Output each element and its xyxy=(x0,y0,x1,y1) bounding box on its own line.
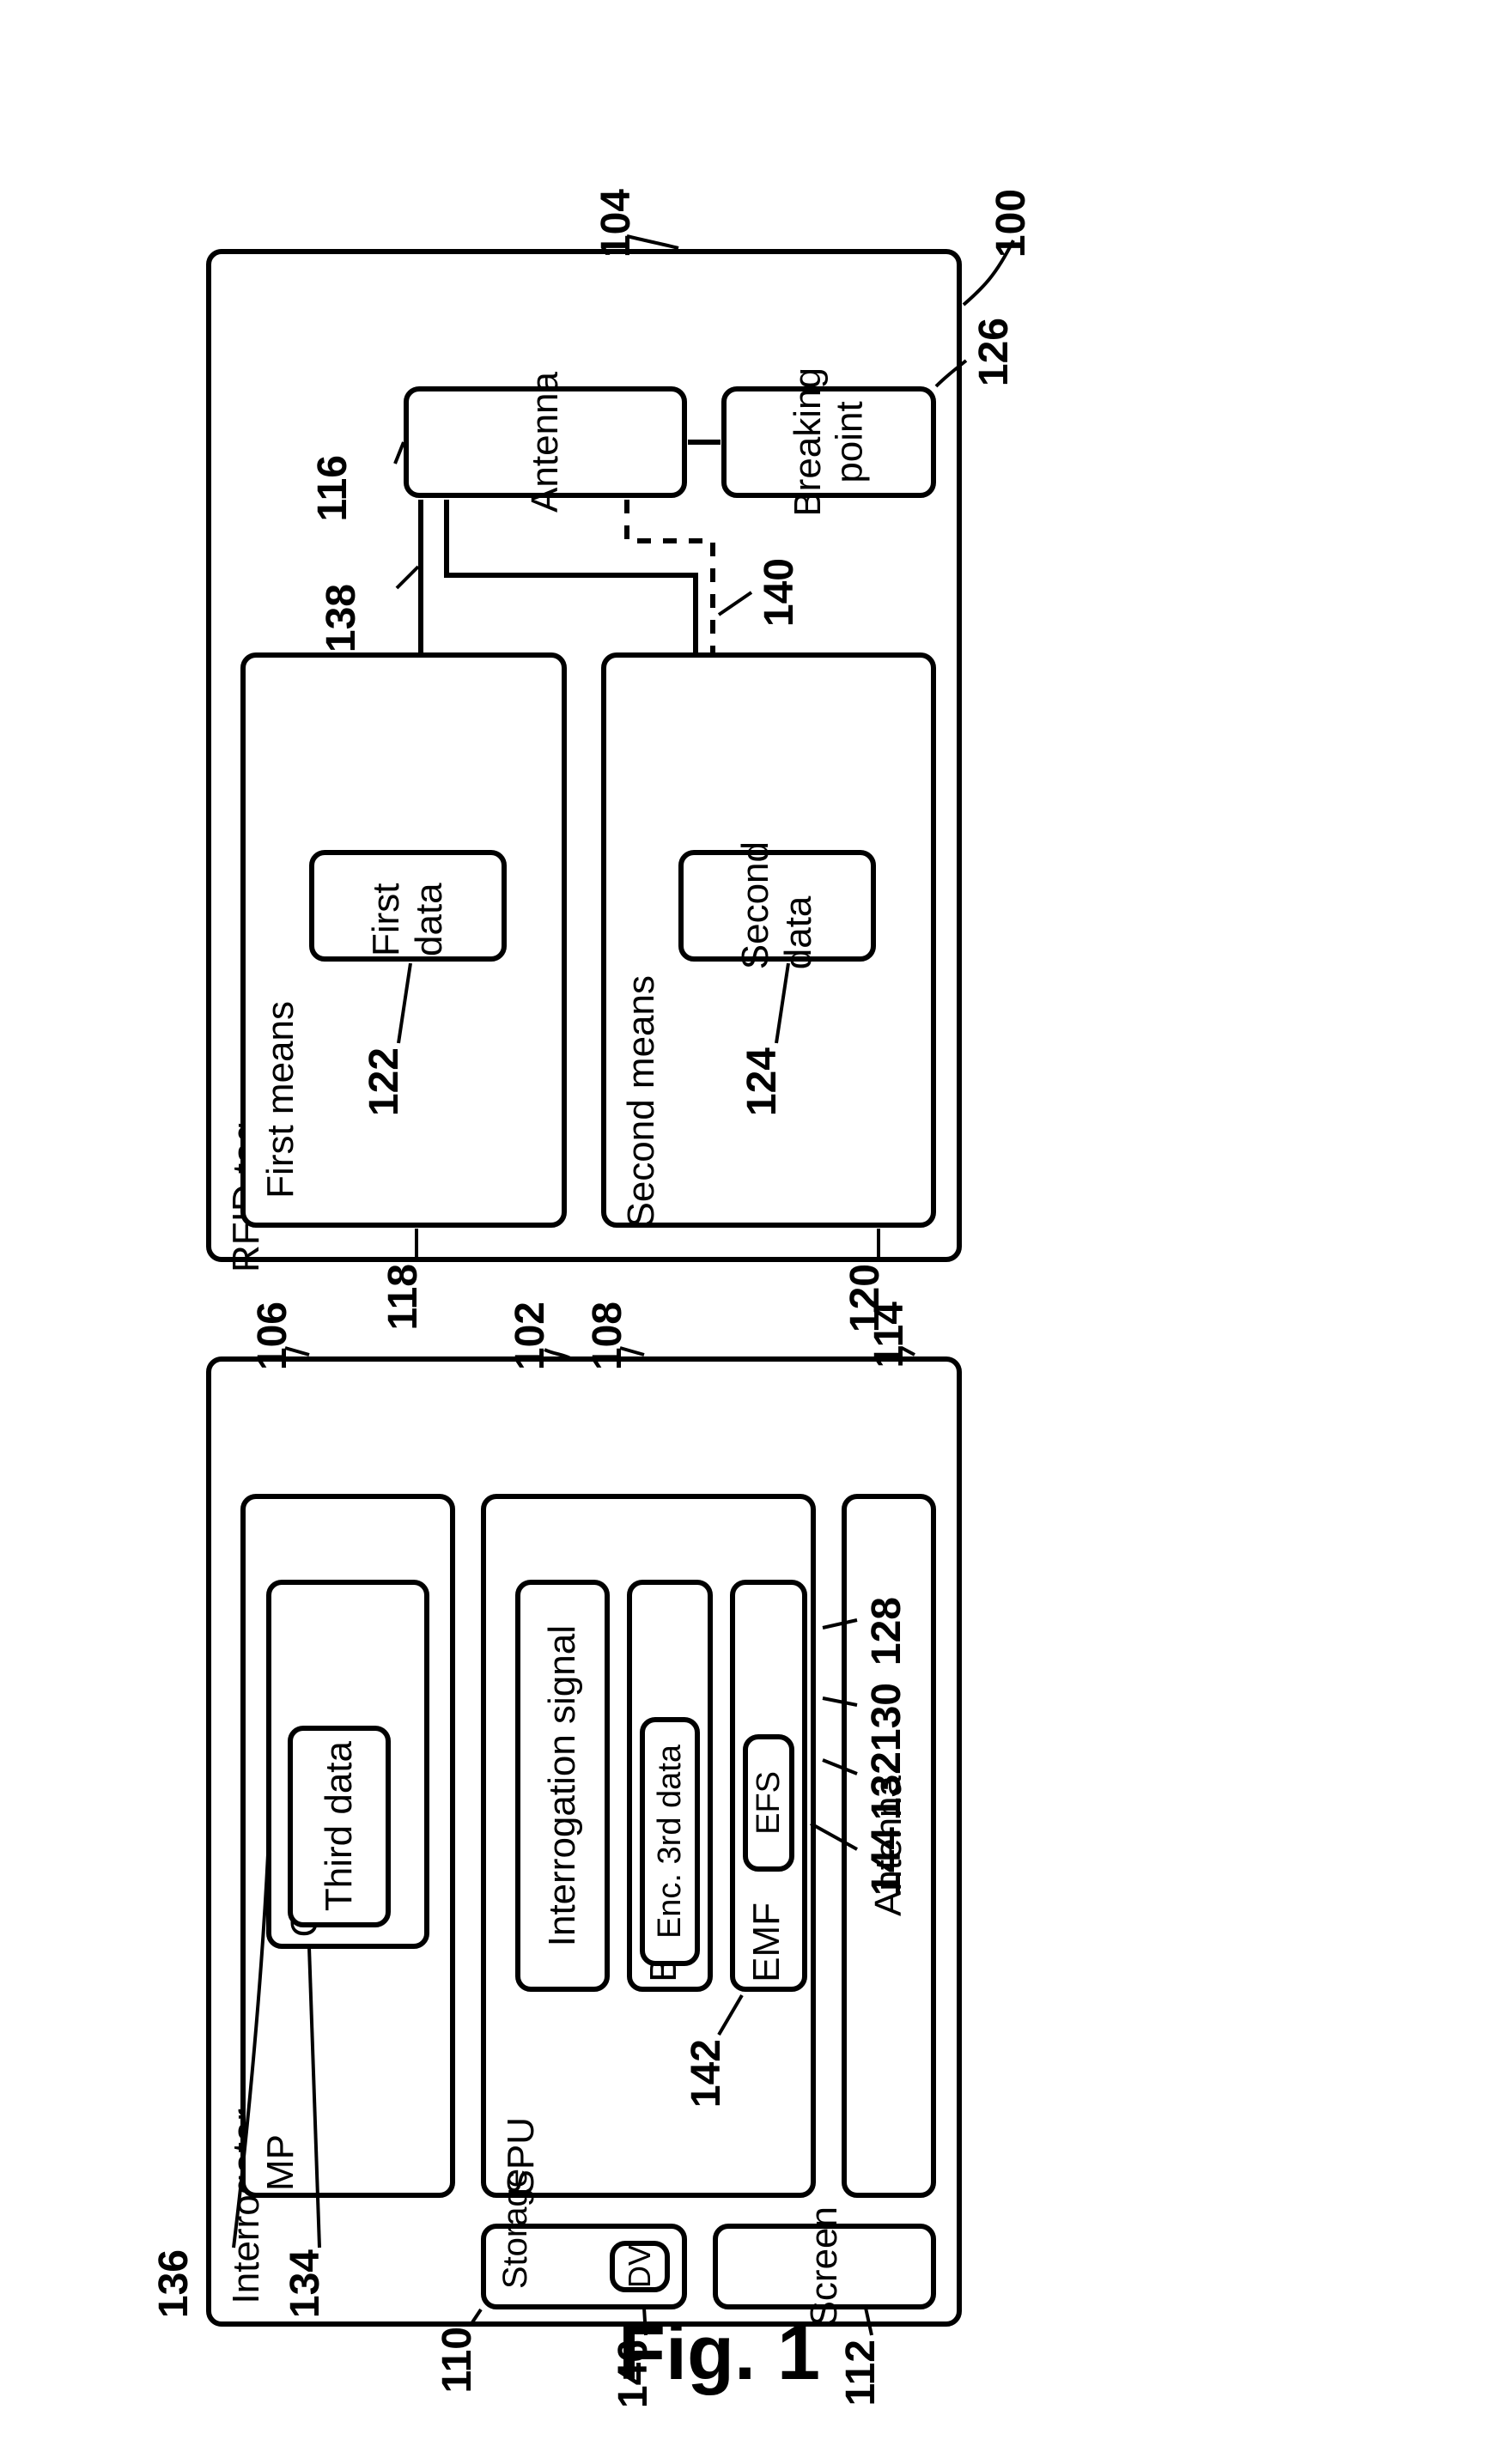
connectors-svg xyxy=(43,103,1159,2464)
ref-r124: 124 xyxy=(739,1047,786,1116)
ref-r132: 132 xyxy=(863,1751,910,1820)
ref-r136: 136 xyxy=(150,2249,198,2318)
ref-r122: 122 xyxy=(361,1047,408,1116)
leader-132 xyxy=(823,1760,857,1774)
ref-r106: 106 xyxy=(249,1302,296,1370)
ref-r100: 100 xyxy=(988,189,1035,258)
leader-138 xyxy=(397,567,418,588)
ref-r128: 128 xyxy=(863,1597,910,1666)
ref-r108: 108 xyxy=(584,1302,631,1370)
ref-r102: 102 xyxy=(507,1302,554,1370)
ref-r134: 134 xyxy=(282,2249,329,2318)
ref-r130: 130 xyxy=(863,1683,910,1751)
ref-r126: 126 xyxy=(970,318,1018,386)
diagram-root: RFID tag Antenna Breaking point First me… xyxy=(0,0,1508,2450)
ref-r114: 114 xyxy=(866,1302,913,1368)
leader-126 xyxy=(936,361,966,386)
leader-110 xyxy=(472,2309,481,2322)
ref-r138: 138 xyxy=(318,584,365,652)
ref-r142: 142 xyxy=(683,2039,730,2108)
leader-116 xyxy=(395,442,404,464)
connector-c2 xyxy=(447,500,696,652)
diagram-body: RFID tag Antenna Breaking point First me… xyxy=(43,103,1031,2352)
leader-136 xyxy=(234,1854,268,2248)
leader-140 xyxy=(719,592,751,615)
leader-112 xyxy=(866,2308,872,2335)
ref-r104: 104 xyxy=(593,189,640,258)
leader-122 xyxy=(398,963,410,1043)
ref-r144: 144 xyxy=(863,1827,910,1896)
diagram-canvas: RFID tag Antenna Breaking point First me… xyxy=(0,0,1508,2450)
leader-130 xyxy=(823,1698,857,1705)
figure-label: Fig. 1 xyxy=(618,2309,820,2398)
ref-r140: 140 xyxy=(756,558,803,627)
leader-134 xyxy=(309,1947,319,2248)
leader-128 xyxy=(823,1620,857,1628)
leader-124 xyxy=(776,963,788,1043)
ref-r110: 110 xyxy=(434,2327,481,2393)
leader-144 xyxy=(811,1824,857,1849)
ref-r116: 116 xyxy=(309,455,356,521)
ref-r112: 112 xyxy=(837,2340,885,2406)
leader-142 xyxy=(719,1995,742,2035)
ref-r118: 118 xyxy=(380,1264,427,1330)
